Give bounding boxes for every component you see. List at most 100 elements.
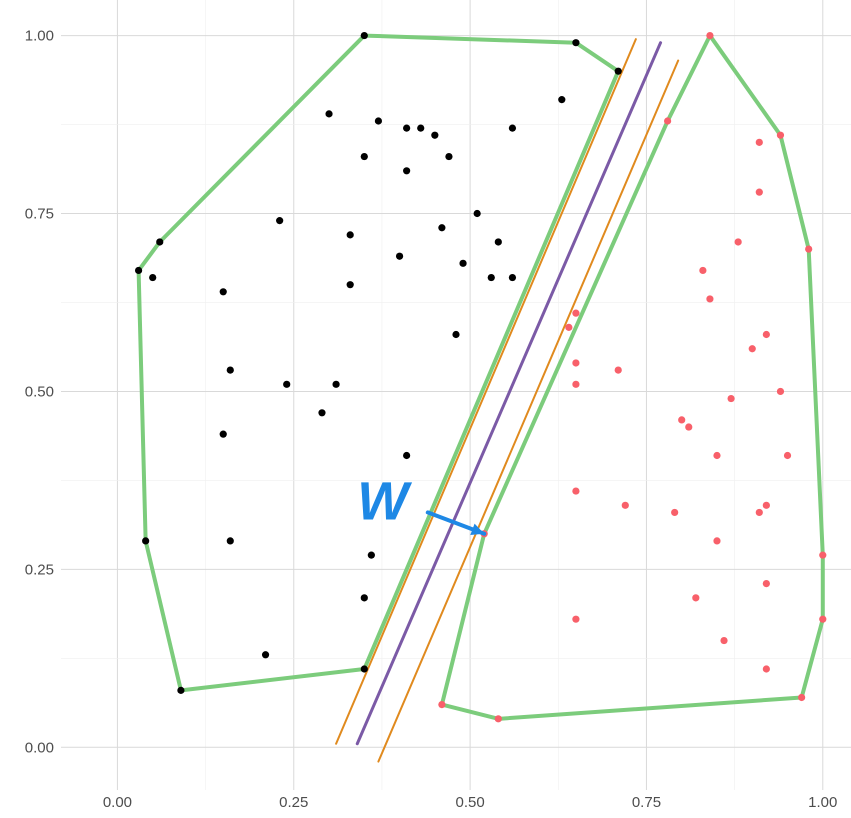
red-point [438,700,446,709]
grid [61,0,851,790]
black-point [360,31,368,40]
red-point [783,451,792,460]
red-point [572,380,580,388]
separator-lines [335,38,680,763]
x-tick-label: 0.75 [632,794,661,811]
red-point [762,665,770,673]
w-arrow-head [470,523,485,536]
black-point [226,537,234,545]
black-point [219,430,227,438]
black-point [508,273,517,282]
y-tick-label: 0.50 [25,383,54,400]
margin-line [335,38,637,745]
black-point [494,238,502,246]
black-point [134,266,143,275]
red-point [713,451,721,460]
red-point [762,330,770,339]
black-point [459,259,467,267]
black-point [142,537,150,545]
red-point [621,501,629,509]
red-point [720,636,728,645]
convex-hull-1 [136,33,621,693]
y-tick-label: 0.75 [25,206,54,223]
red-point [755,138,763,146]
black-point [318,409,326,417]
y-axis-ticks: 0.00 0.25 0.50 0.75 1.00 [25,28,54,757]
red-point [755,508,763,517]
red-point [734,238,742,246]
convex-hulls [136,33,825,721]
x-tick-label: 1.00 [808,794,837,811]
red-point [762,501,770,509]
data-points [134,31,827,723]
black-point [156,238,164,246]
black-point [473,209,481,218]
black-point [452,330,460,339]
red-point [614,366,622,374]
black-point [558,96,566,104]
red-point [798,693,806,702]
black-point [572,39,580,47]
black-point [360,665,368,673]
red-point [762,580,770,588]
y-tick-label: 1.00 [25,28,54,45]
black-point [508,124,517,132]
black-point [403,124,411,132]
red-point [494,715,502,723]
x-tick-label: 0.00 [103,794,132,811]
red-point [713,537,721,545]
black-point [438,224,446,232]
black-point [226,366,234,374]
x-tick-label: 0.50 [456,794,485,811]
red-point [678,416,686,424]
convex-hull-2 [439,34,825,721]
annotation: W [357,472,487,536]
y-tick-label: 0.25 [25,561,54,578]
black-point [374,117,383,125]
black-point [325,110,333,118]
red-point [776,131,785,139]
red-point [565,323,573,331]
black-point [149,273,157,282]
black-point [403,167,411,175]
black-point [219,288,227,296]
w-label: W [357,472,412,532]
red-point [692,594,700,602]
red-point [572,615,580,623]
black-point [360,594,368,602]
red-point [776,387,785,396]
red-point [748,345,756,353]
margin-line [377,59,680,763]
red-point [819,551,827,559]
black-point [332,380,340,388]
decision-boundary-line [355,41,663,746]
black-point [431,131,439,139]
red-point [727,394,735,403]
red-point [664,117,672,125]
black-point [276,217,284,225]
x-tick-label: 0.25 [279,794,308,811]
red-point [572,309,580,317]
black-point [367,551,375,559]
black-point [177,686,185,694]
black-point [403,451,411,460]
black-point [346,231,354,239]
black-point [614,67,622,75]
black-point [283,380,291,388]
black-point [261,651,270,659]
red-point [819,615,827,623]
red-point [699,266,707,275]
red-point [572,359,580,367]
y-tick-label: 0.00 [25,739,54,756]
black-point [346,281,354,289]
red-point [685,423,693,431]
black-point [360,152,368,161]
red-point [671,508,679,517]
x-axis-ticks: 0.00 0.25 0.50 0.75 1.00 [103,794,838,811]
red-point [706,31,714,40]
red-point [805,245,813,253]
black-point [445,152,453,161]
black-point [487,273,495,282]
red-point [755,188,763,196]
